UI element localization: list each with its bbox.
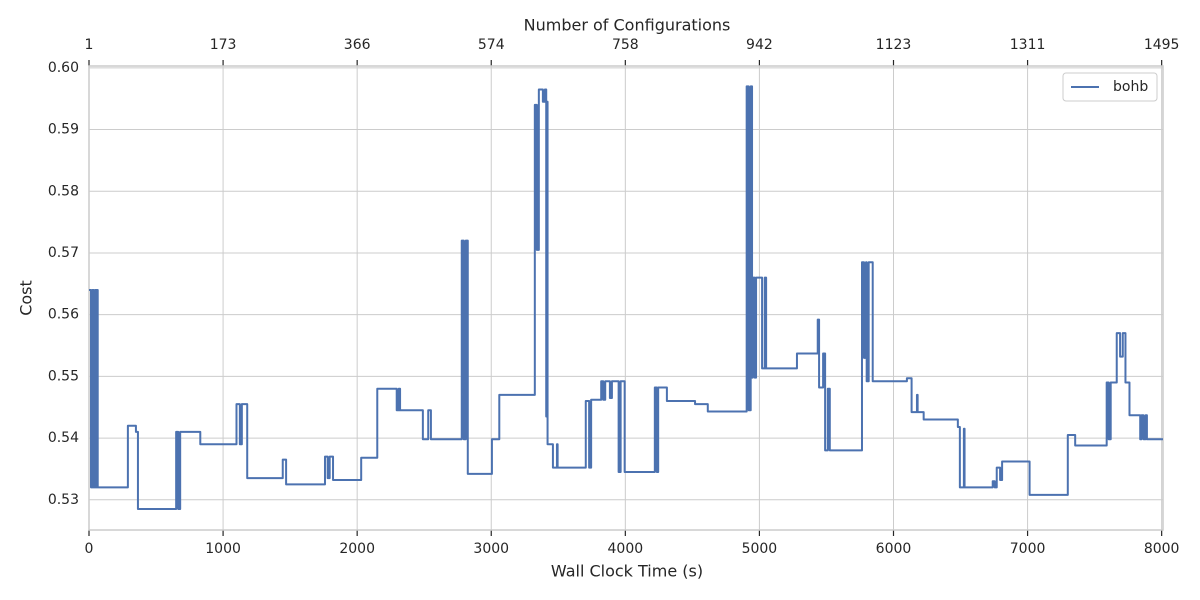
top-tick-label: 1311 <box>1010 37 1046 53</box>
plot-frame <box>88 65 1164 531</box>
top-tick-label: 173 <box>210 37 237 53</box>
x-tick-label: 7000 <box>1010 541 1046 557</box>
data-line <box>89 85 1163 511</box>
y-tick-label: 0.57 <box>48 245 79 261</box>
y-tick-label: 0.60 <box>48 60 79 76</box>
y-tick-label: 0.58 <box>48 183 79 199</box>
y-axis-title: Cost <box>17 280 36 316</box>
x-tick-label: 2000 <box>339 541 375 557</box>
x-tick-label: 3000 <box>473 541 509 557</box>
top-axis-title: Number of Configurations <box>524 16 731 35</box>
y-tick-label: 0.54 <box>48 430 79 446</box>
x-tick-label: 1000 <box>205 541 241 557</box>
x-tick-label: 6000 <box>876 541 912 557</box>
top-tick-label: 574 <box>478 37 505 53</box>
x-axis-title: Wall Clock Time (s) <box>551 562 703 581</box>
top-tick-label: 758 <box>612 37 639 53</box>
top-tick-label: 942 <box>746 37 773 53</box>
x-tick-label: 4000 <box>608 541 644 557</box>
top-tick-label: 366 <box>344 37 371 53</box>
y-tick-label: 0.53 <box>48 492 79 508</box>
y-tick-label: 0.55 <box>48 368 79 384</box>
y-tick-label: 0.56 <box>48 307 79 323</box>
legend-label: bohb <box>1113 79 1148 95</box>
top-tick-label: 1123 <box>876 37 912 53</box>
x-tick-label: 8000 <box>1144 541 1180 557</box>
legend-box <box>1062 72 1158 102</box>
top-tick-label: 1 <box>85 37 94 53</box>
x-tick-label: 0 <box>85 541 94 557</box>
top-tick-label: 1495 <box>1144 37 1180 53</box>
x-tick-label: 5000 <box>742 541 778 557</box>
y-tick-label: 0.59 <box>48 122 79 138</box>
